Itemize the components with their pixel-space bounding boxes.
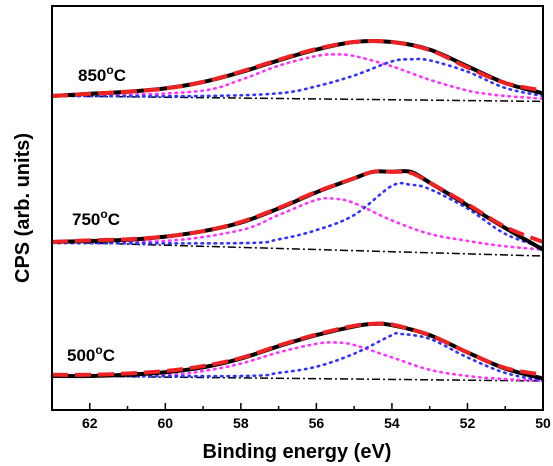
panel-labels: 850oC 750oC 500oC xyxy=(67,63,126,365)
series-850-component-2 xyxy=(50,57,545,98)
x-tick-label-60: 60 xyxy=(158,415,174,431)
x-tick-label-52: 52 xyxy=(460,415,476,431)
panel-750 xyxy=(50,169,545,257)
series-750-fit xyxy=(51,169,544,244)
y-axis-title: CPS (arb. units) xyxy=(12,133,34,283)
x-tick-label-58: 58 xyxy=(233,415,249,431)
x-tick-label-50: 50 xyxy=(535,415,551,431)
panel-label-500: 500oC xyxy=(67,343,115,365)
series-850-fit xyxy=(51,39,544,98)
series-750-background xyxy=(51,241,544,257)
panel-label-850: 850oC xyxy=(78,63,126,85)
series-850-background xyxy=(51,95,544,103)
series-750-component-2 xyxy=(50,181,545,249)
x-axis-title: Binding energy (eV) xyxy=(203,441,392,463)
curves-layer xyxy=(50,39,545,383)
x-tick-label-62: 62 xyxy=(82,415,98,431)
x-tick-label-56: 56 xyxy=(309,415,325,431)
x-tick-label-54: 54 xyxy=(384,415,400,431)
plot-frame xyxy=(51,5,544,411)
series-500-component-2 xyxy=(50,331,545,383)
series-500-background xyxy=(51,375,544,382)
series-850-component-1 xyxy=(50,53,545,100)
x-axis-ticks: 62 60 58 56 54 52 50 xyxy=(51,403,551,431)
series-500-component-1 xyxy=(50,341,545,383)
panel-label-750: 750oC xyxy=(72,207,120,229)
series-500-fit xyxy=(51,321,544,377)
panel-850 xyxy=(50,39,545,103)
series-750-component-1 xyxy=(50,196,545,251)
panel-500 xyxy=(50,321,545,383)
